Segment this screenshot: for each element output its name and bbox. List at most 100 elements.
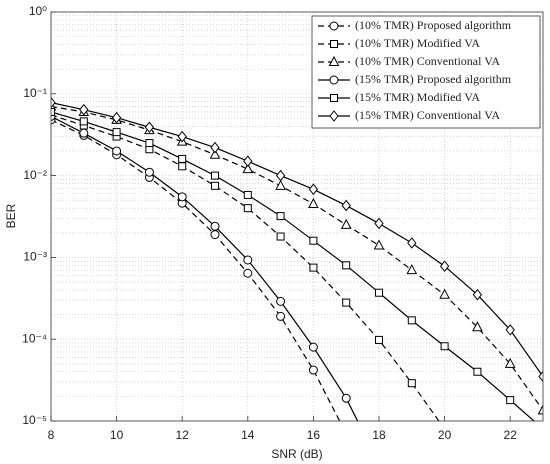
marker [504, 357, 516, 368]
legend: (10% TMR) Proposed algorithm (10% TMR) Mo… [311, 15, 541, 129]
marker [308, 365, 318, 375]
marker [243, 155, 253, 167]
marker [144, 167, 154, 177]
marker [328, 55, 340, 66]
marker [440, 342, 449, 351]
marker [145, 139, 154, 148]
plot-area [51, 96, 547, 464]
marker [276, 212, 285, 221]
y-tick-label: 10⁻⁵ [22, 413, 47, 427]
marker [329, 21, 339, 31]
legend-label: (15% TMR) Modified VA [355, 90, 480, 104]
y-tick-label: 10⁻¹ [23, 86, 47, 100]
marker [407, 316, 416, 325]
marker [374, 217, 384, 230]
legend-label: (15% TMR) Conventional VA [355, 108, 500, 122]
y-tick-label: 10⁰ [29, 4, 47, 18]
marker [309, 263, 318, 272]
marker [210, 230, 220, 240]
marker [406, 264, 418, 275]
marker [276, 232, 285, 241]
marker [342, 261, 351, 270]
x-tick-label: 22 [504, 428, 518, 442]
x-tick-label: 10 [110, 428, 124, 442]
marker [79, 128, 89, 138]
marker [342, 298, 351, 307]
marker [178, 162, 187, 171]
axes-box [50, 11, 544, 422]
marker [275, 169, 286, 182]
marker [243, 204, 252, 213]
marker [329, 110, 339, 122]
legend-label: (15% TMR) Proposed algorithm [355, 72, 512, 86]
series-line [51, 115, 359, 421]
series-line [51, 111, 535, 421]
x-axis-label: SNR (dB) [271, 447, 322, 461]
marker [211, 181, 219, 190]
marker [439, 260, 450, 273]
marker [540, 425, 547, 432]
marker [177, 130, 187, 143]
marker [505, 324, 515, 336]
marker [111, 111, 122, 124]
series-line [51, 119, 341, 421]
marker [178, 154, 187, 163]
marker [243, 190, 252, 199]
marker [309, 236, 318, 245]
marker [407, 379, 416, 388]
marker [537, 404, 543, 415]
marker [243, 268, 253, 278]
marker [276, 296, 286, 306]
x-tick-label: 18 [372, 428, 386, 442]
marker [472, 321, 483, 332]
axes: 8 10 12 14 16 18 20 22 10⁻⁵ 10⁻⁴ 10⁻³ 10⁻² 10⁻¹ 10⁰ [22, 4, 517, 442]
marker [329, 75, 339, 85]
marker [330, 40, 338, 48]
marker [79, 117, 88, 126]
marker [79, 103, 89, 116]
y-tick-label: 10⁻³ [23, 250, 47, 264]
marker [341, 199, 351, 212]
marker [375, 335, 383, 344]
x-tick-label: 12 [176, 428, 190, 442]
marker [407, 237, 417, 249]
series-line [51, 105, 543, 411]
marker [144, 121, 155, 134]
y-tick-label: 10⁻⁴ [22, 331, 47, 345]
marker [51, 107, 55, 116]
y-axis-label: BER [4, 203, 18, 228]
x-tick-label: 20 [438, 428, 452, 442]
marker [506, 396, 515, 405]
marker [439, 288, 450, 299]
legend-label: (10% TMR) Modified VA [355, 36, 480, 50]
legend-box [311, 15, 541, 129]
marker [473, 367, 482, 376]
marker [112, 146, 122, 156]
marker [330, 94, 338, 102]
marker [341, 393, 351, 403]
y-tick-label: 10⁻² [23, 168, 47, 182]
legend-label: (10% TMR) Conventional VA [355, 54, 500, 68]
marker [209, 148, 221, 159]
grid [50, 11, 543, 422]
x-tick-label: 14 [241, 428, 255, 442]
marker [243, 255, 253, 265]
marker [342, 430, 350, 438]
marker [538, 370, 543, 383]
marker [276, 311, 286, 321]
marker [308, 197, 319, 208]
x-tick-label: 16 [307, 428, 321, 442]
marker [375, 288, 383, 297]
marker [112, 128, 121, 137]
marker [177, 192, 187, 202]
marker [242, 163, 254, 174]
marker [375, 460, 383, 464]
legend-label: (10% TMR) Proposed algorithm [355, 18, 512, 32]
marker [340, 218, 352, 229]
marker [275, 179, 286, 190]
series-line [51, 102, 543, 377]
marker [211, 171, 219, 180]
x-tick-label: 8 [48, 428, 55, 442]
marker [308, 342, 318, 352]
